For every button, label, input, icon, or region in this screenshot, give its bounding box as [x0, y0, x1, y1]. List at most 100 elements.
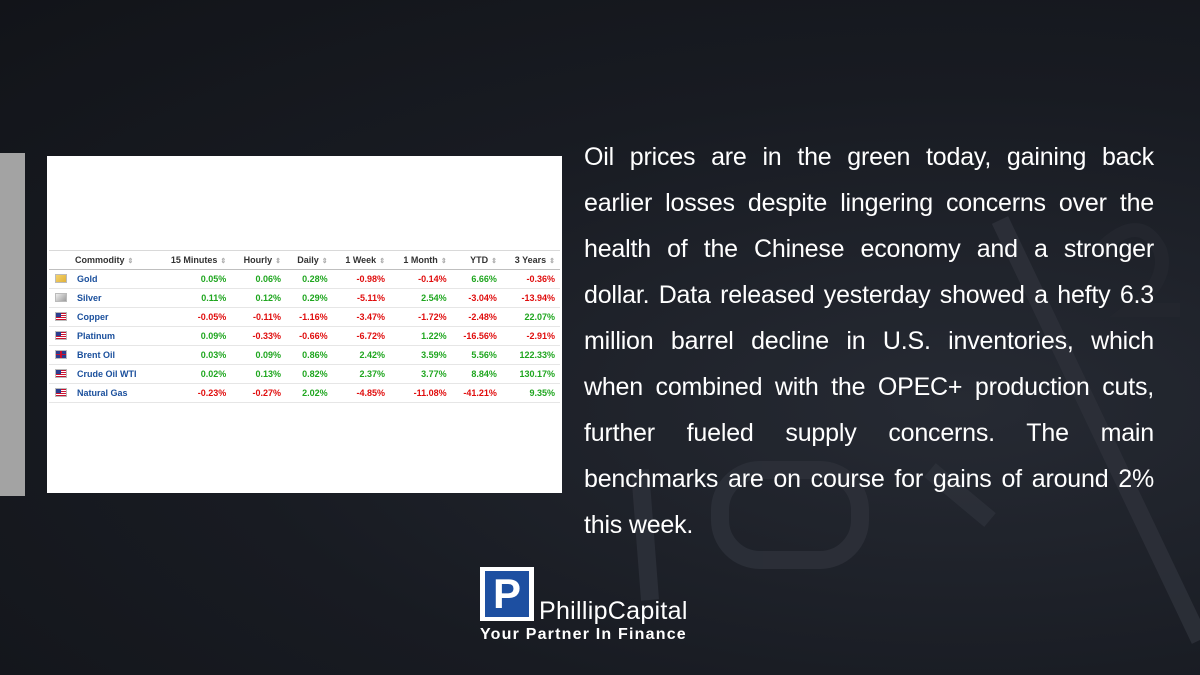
table-row[interactable]: Copper -0.05% -0.11% -1.16% -3.47% -1.72% -2.4…: [49, 307, 560, 327]
uk-flag-icon: [55, 350, 67, 359]
table-row[interactable]: Platinum 0.09% -0.33% -0.66% -6.72% 1.22% -16.…: [49, 326, 560, 346]
change-value-cell: -0.33%: [231, 326, 287, 346]
change-value-cell: -13.94%: [501, 288, 560, 308]
change-value-cell: 0.05%: [155, 269, 232, 289]
commodity-name[interactable]: Natural Gas: [77, 388, 128, 398]
change-value-cell: 22.07%: [501, 307, 560, 327]
commodity-name[interactable]: Brent Oil: [77, 350, 116, 360]
commodity-name-cell[interactable]: Gold: [49, 269, 156, 289]
sort-icon: ⇕: [440, 258, 447, 265]
logo-mark-icon: P: [480, 567, 534, 621]
table-header-row: Commodity ⇕ 15 Minutes ⇕ Hourly ⇕ Daily ⇕ 1 …: [49, 250, 560, 270]
commodity-name-cell[interactable]: Brent Oil: [49, 345, 156, 365]
commodity-name[interactable]: Crude Oil WTI: [77, 369, 137, 379]
column-header-commodity[interactable]: Commodity ⇕: [49, 250, 156, 270]
change-value-cell: -6.72%: [332, 326, 391, 346]
sort-icon: ⇕: [275, 258, 282, 265]
change-value-cell: -0.23%: [155, 383, 232, 403]
change-value-cell: 0.09%: [155, 326, 232, 346]
column-header-3-years[interactable]: 3 Years ⇕: [501, 250, 560, 270]
change-value-cell: 0.03%: [155, 345, 232, 365]
change-value-cell: 0.13%: [231, 364, 287, 384]
sort-icon: ⇕: [491, 258, 497, 265]
change-value-cell: 130.17%: [501, 364, 560, 384]
column-header-daily[interactable]: Daily ⇕: [286, 250, 333, 270]
sort-icon: ⇕: [321, 258, 328, 265]
sort-icon: ⇕: [549, 258, 555, 265]
brand-name: PhillipCapital: [539, 597, 688, 625]
commodity-name[interactable]: Copper: [77, 312, 109, 322]
us-flag-icon: [55, 369, 67, 378]
sort-icon: ⇕: [379, 258, 386, 265]
change-value-cell: 6.66%: [451, 269, 502, 289]
phillipcapital-logo: P PhillipCapital Your Partner In Finance: [480, 567, 740, 652]
commodity-name-cell[interactable]: Copper: [49, 307, 156, 327]
change-value-cell: -0.05%: [155, 307, 232, 327]
column-header-1-week[interactable]: 1 Week ⇕: [332, 250, 391, 270]
change-value-cell: -0.27%: [231, 383, 287, 403]
sort-icon: ⇕: [127, 258, 134, 265]
sort-icon: ⇕: [220, 258, 227, 265]
change-value-cell: 0.06%: [231, 269, 287, 289]
change-value-cell: 2.37%: [332, 364, 391, 384]
change-value-cell: 2.02%: [286, 383, 333, 403]
article-text: Oil prices are in the green today, gaini…: [584, 143, 1154, 539]
change-value-cell: -0.98%: [332, 269, 391, 289]
change-value-cell: -3.04%: [451, 288, 502, 308]
change-value-cell: 0.86%: [286, 345, 333, 365]
column-header-ytd[interactable]: YTD ⇕: [451, 250, 502, 270]
change-value-cell: -2.48%: [451, 307, 502, 327]
change-value-cell: 0.29%: [286, 288, 333, 308]
table-row[interactable]: Natural Gas -0.23% -0.27% 2.02% -4.85% -11.08…: [49, 383, 560, 403]
table-row[interactable]: Crude Oil WTI 0.02% 0.13% 0.82% 2.37% 3.77% 8.…: [49, 364, 560, 384]
commodity-performance-table: Commodity ⇕ 15 Minutes ⇕ Hourly ⇕ Daily ⇕ 1 …: [49, 250, 560, 403]
change-value-cell: -0.66%: [286, 326, 333, 346]
commodity-name-cell[interactable]: Platinum: [49, 326, 156, 346]
commodity-name-cell[interactable]: Crude Oil WTI: [49, 364, 156, 384]
us-flag-icon: [55, 331, 67, 340]
change-value-cell: 5.56%: [451, 345, 502, 365]
change-value-cell: -41.21%: [451, 383, 502, 403]
column-header-hourly[interactable]: Hourly ⇕: [231, 250, 287, 270]
gold-flag-icon: [55, 274, 67, 283]
change-value-cell: -0.36%: [501, 269, 560, 289]
change-value-cell: 0.12%: [231, 288, 287, 308]
change-value-cell: 2.54%: [390, 288, 452, 308]
table-row[interactable]: Brent Oil 0.03% 0.09% 0.86% 2.42% 3.59% 5.56% 1…: [49, 345, 560, 365]
table-row[interactable]: Silver 0.11% 0.12% 0.29% -5.11% 2.54% -3.04% -1…: [49, 288, 560, 308]
column-header-15-minutes[interactable]: 15 Minutes ⇕: [155, 250, 232, 270]
change-value-cell: -1.16%: [286, 307, 333, 327]
commodity-name-cell[interactable]: Natural Gas: [49, 383, 156, 403]
change-value-cell: -2.91%: [501, 326, 560, 346]
change-value-cell: 0.09%: [231, 345, 287, 365]
change-value-cell: 0.28%: [286, 269, 333, 289]
commodity-name[interactable]: Silver: [77, 293, 102, 303]
change-value-cell: -3.47%: [332, 307, 391, 327]
silver-flag-icon: [55, 293, 67, 302]
us-flag-icon: [55, 388, 67, 397]
left-accent-bar: [0, 153, 25, 496]
us-flag-icon: [55, 312, 67, 321]
column-header-1-month[interactable]: 1 Month ⇕: [390, 250, 452, 270]
change-value-cell: -0.11%: [231, 307, 287, 327]
change-value-cell: 0.82%: [286, 364, 333, 384]
change-value-cell: 3.59%: [390, 345, 452, 365]
commodity-name[interactable]: Gold: [77, 274, 98, 284]
change-value-cell: 9.35%: [501, 383, 560, 403]
brand-tagline: Your Partner In Finance: [480, 626, 687, 643]
change-value-cell: 8.84%: [451, 364, 502, 384]
commodity-name-cell[interactable]: Silver: [49, 288, 156, 308]
change-value-cell: -11.08%: [390, 383, 452, 403]
table-row[interactable]: Gold 0.05% 0.06% 0.28% -0.98% -0.14% 6.66% -0.3…: [49, 269, 560, 289]
change-value-cell: 3.77%: [390, 364, 452, 384]
change-value-cell: -0.14%: [390, 269, 452, 289]
change-value-cell: 0.02%: [155, 364, 232, 384]
commodity-table-panel: Commodity ⇕ 15 Minutes ⇕ Hourly ⇕ Daily ⇕ 1 …: [47, 156, 562, 493]
change-value-cell: 122.33%: [501, 345, 560, 365]
change-value-cell: -5.11%: [332, 288, 391, 308]
change-value-cell: 2.42%: [332, 345, 391, 365]
commodity-name[interactable]: Platinum: [77, 331, 116, 341]
change-value-cell: -16.56%: [451, 326, 502, 346]
change-value-cell: 1.22%: [390, 326, 452, 346]
change-value-cell: 0.11%: [155, 288, 232, 308]
